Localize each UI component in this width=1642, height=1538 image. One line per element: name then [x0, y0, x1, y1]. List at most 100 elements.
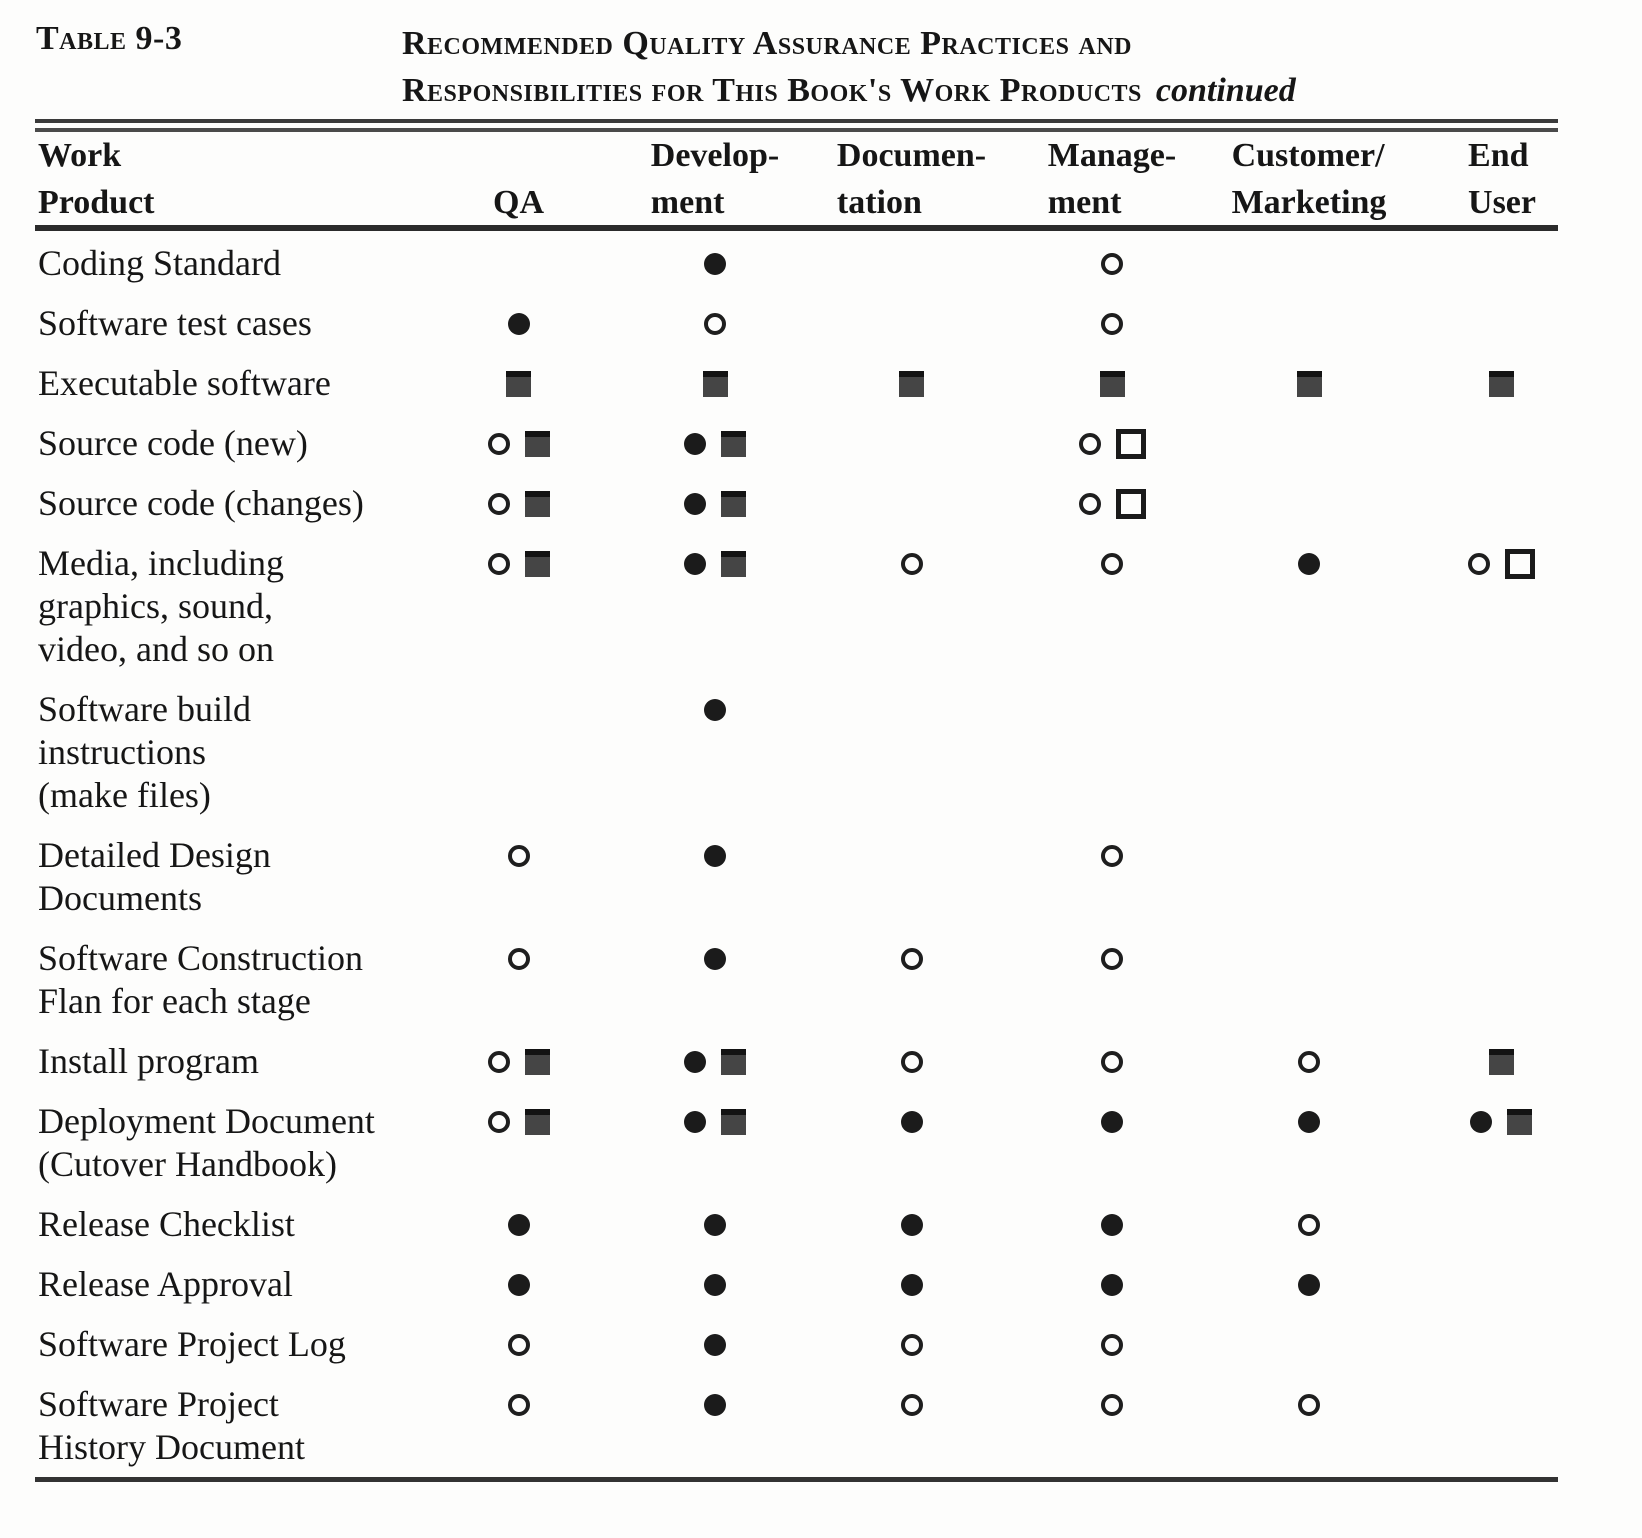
cell-development: [617, 422, 813, 465]
filled-circle-icon: [507, 312, 530, 335]
cell-end-user: [1404, 422, 1560, 465]
work-product-label: Release Checklist: [35, 1203, 420, 1246]
cell-customer-marketing: [1214, 834, 1404, 877]
cell-customer-marketing: [1214, 1263, 1404, 1306]
column-header-line: Develop-: [650, 137, 780, 174]
column-header-customer-marketing: Customer/Marketing: [1214, 132, 1404, 234]
work-product-label-line: video, and so on: [38, 629, 274, 669]
filled-circle-icon: [1101, 1213, 1123, 1236]
filled-circle-icon: [684, 492, 706, 515]
table-row: Install program: [35, 1040, 1560, 1083]
open-circle-icon: [900, 947, 923, 970]
top-rule-lower: [35, 128, 1558, 132]
open-circle-icon: [1101, 1050, 1123, 1073]
open-circle-icon: [487, 492, 510, 515]
column-header-line: Work: [38, 137, 122, 174]
cell-documentation: [813, 1383, 1010, 1426]
cell-development: [617, 1383, 813, 1426]
cell-documentation: [813, 362, 1010, 405]
open-circle-icon: [1101, 312, 1123, 335]
open-circle-icon: [1078, 492, 1101, 515]
work-product-label: Software Construction Flan for each stage: [35, 937, 420, 1023]
open-circle-icon: [487, 1050, 510, 1073]
cell-customer-marketing: [1214, 1383, 1404, 1426]
table-row: Source code (new): [35, 422, 1560, 465]
cell-customer-marketing: [1214, 482, 1404, 525]
filled-circle-icon: [1101, 1273, 1123, 1296]
table-title-line2-text: Responsibilities for This Book's Work Pr…: [402, 72, 1142, 109]
filled-circle-icon: [704, 947, 726, 970]
filled-square-icon: [899, 370, 924, 397]
work-product-label: Software build instructions (make files): [35, 688, 420, 817]
filled-circle-icon: [704, 698, 726, 721]
filled-square-icon: [524, 1048, 550, 1075]
filled-circle-icon: [1101, 1110, 1123, 1133]
work-product-label-line: (Cutover Handbook): [38, 1144, 337, 1184]
column-header-text: Develop-ment: [651, 132, 779, 226]
cell-documentation: [813, 937, 1010, 980]
table-row: Software Project Log: [35, 1323, 1560, 1366]
cell-end-user: [1404, 242, 1560, 285]
open-circle-icon: [1467, 552, 1490, 575]
open-circle-icon: [487, 432, 510, 455]
header-bottom-rule: [35, 225, 1558, 231]
cell-documentation: [813, 1100, 1010, 1143]
cell-customer-marketing: [1214, 1040, 1404, 1083]
table-body: Coding Standard Software test cases Execut…: [35, 242, 1560, 1469]
cell-management: [1010, 482, 1214, 525]
column-header-line: Documen-: [836, 137, 987, 174]
table-header-row: Work Product QA Develop-ment Documen-tation M…: [35, 132, 1560, 225]
cell-qa: [420, 542, 617, 585]
cell-qa: [420, 422, 617, 465]
column-header-line: Product: [38, 184, 155, 221]
open-circle-icon: [1101, 844, 1123, 867]
work-product-label: Source code (new): [35, 422, 420, 465]
cell-management: [1010, 1040, 1214, 1083]
work-product-label-line: Install program: [38, 1041, 259, 1081]
table-row: Deployment Document (Cutover Handbook): [35, 1100, 1560, 1186]
cell-management: [1010, 302, 1214, 345]
cell-end-user: [1404, 1100, 1560, 1143]
work-product-label-line: Detailed Design: [38, 835, 271, 875]
cell-customer-marketing: [1214, 1203, 1404, 1246]
filled-square-icon: [524, 490, 550, 517]
work-product-label: Coding Standard: [35, 242, 420, 285]
cell-management: [1010, 242, 1214, 285]
filled-circle-icon: [900, 1213, 923, 1236]
work-product-label: Detailed Design Documents: [35, 834, 420, 920]
table-row: Software build instructions (make files): [35, 688, 1560, 817]
open-circle-icon: [1101, 1393, 1123, 1416]
cell-customer-marketing: [1214, 362, 1404, 405]
filled-circle-icon: [704, 844, 726, 867]
cell-documentation: [813, 1263, 1010, 1306]
cell-end-user: [1404, 834, 1560, 877]
column-header-line: Customer/: [1231, 137, 1385, 174]
cell-customer-marketing: [1214, 302, 1404, 345]
open-circle-icon: [1298, 1213, 1320, 1236]
cell-documentation: [813, 542, 1010, 585]
open-circle-icon: [1298, 1050, 1320, 1073]
work-product-label-line: Software Project: [38, 1384, 279, 1424]
cell-qa: [420, 1100, 617, 1143]
filled-circle-icon: [684, 1110, 706, 1133]
work-product-label-line: Software test cases: [38, 303, 312, 343]
table-caption-title: Recommended Quality Assurance Practices …: [402, 20, 1296, 114]
filled-circle-icon: [1470, 1110, 1492, 1133]
filled-circle-icon: [507, 1273, 530, 1296]
cell-qa: [420, 1323, 617, 1366]
top-rule-upper: [35, 119, 1558, 123]
filled-circle-icon: [684, 552, 706, 575]
filled-circle-icon: [704, 1213, 726, 1236]
filled-square-icon: [524, 550, 550, 577]
filled-square-icon: [721, 1048, 746, 1075]
work-product-label-line: Flan for each stage: [38, 981, 311, 1021]
cell-development: [617, 1040, 813, 1083]
open-circle-icon: [900, 552, 923, 575]
open-circle-icon: [900, 1050, 923, 1073]
cell-development: [617, 937, 813, 980]
open-circle-icon: [704, 312, 726, 335]
filled-square-icon: [524, 1108, 550, 1135]
filled-square-icon: [721, 550, 746, 577]
column-header-line: ment: [650, 184, 725, 221]
column-header-documentation: Documen-tation: [813, 132, 1010, 234]
